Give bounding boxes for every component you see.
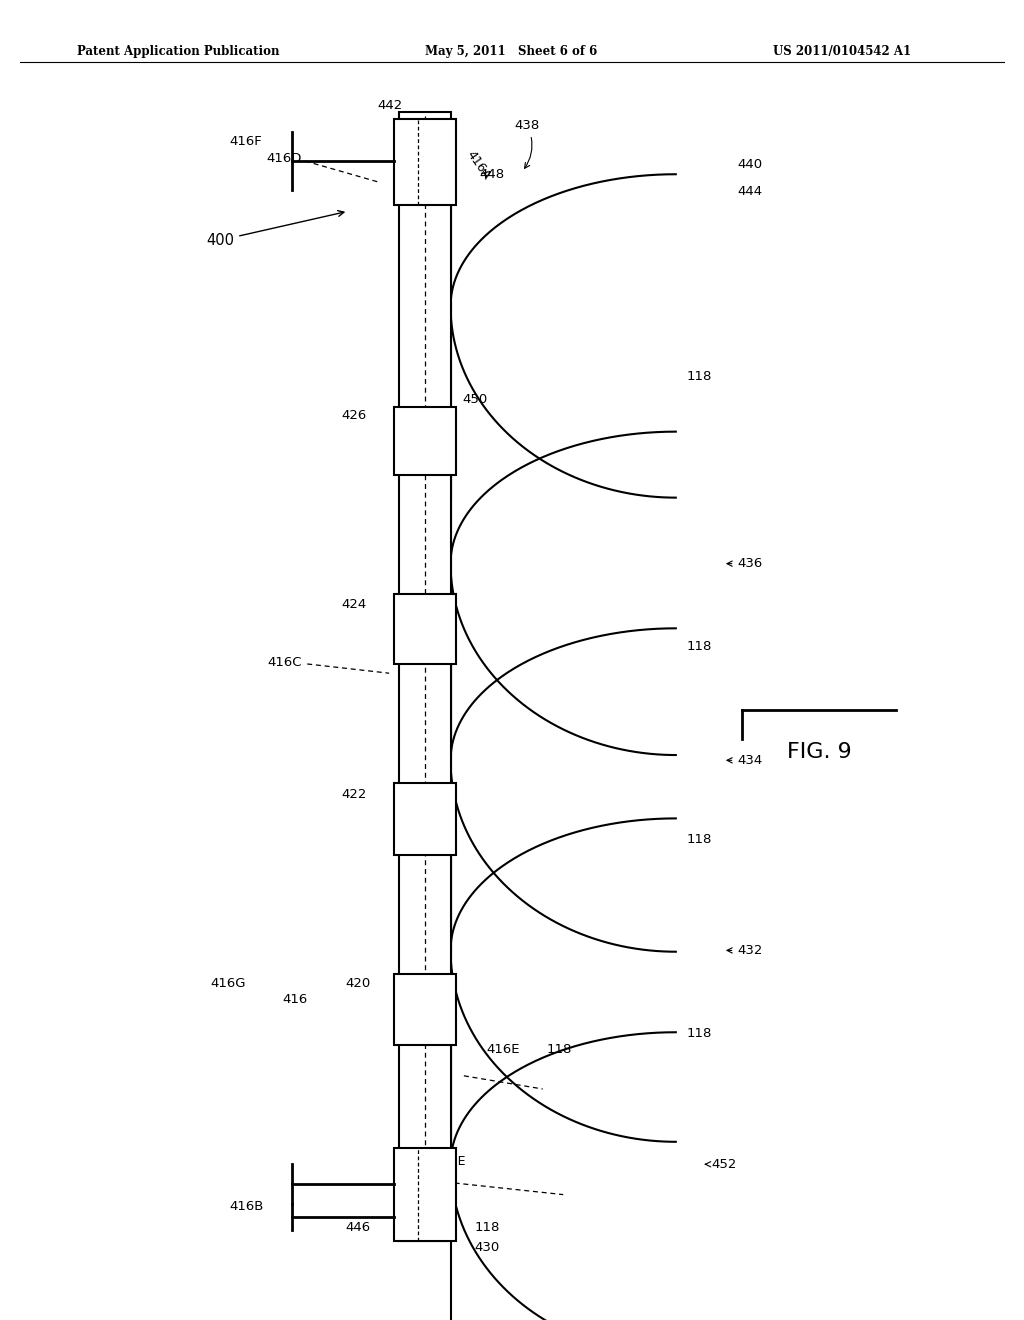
Bar	[394, 1148, 456, 1241]
Bar	[394, 783, 456, 855]
Text: 426: 426	[341, 409, 367, 422]
Text: 422: 422	[341, 788, 367, 801]
Text: 444: 444	[737, 185, 763, 198]
Text: 118: 118	[686, 640, 712, 653]
Bar	[394, 119, 456, 205]
Text: 416F: 416F	[229, 135, 262, 148]
Text: 420: 420	[345, 977, 371, 990]
Text: 416D: 416D	[266, 152, 302, 165]
Text: 416G: 416G	[210, 977, 246, 990]
Text: 118: 118	[547, 1043, 572, 1056]
Text: 416E: 416E	[435, 1155, 466, 1168]
Text: 430: 430	[474, 1241, 500, 1254]
Text: 448: 448	[479, 168, 505, 181]
Text: 118: 118	[474, 1221, 500, 1234]
Text: 424: 424	[341, 598, 367, 611]
Text: FIG. 9: FIG. 9	[786, 742, 852, 763]
Text: 416B: 416B	[229, 1200, 264, 1213]
Text: 400: 400	[206, 211, 344, 248]
Bar	[394, 407, 456, 475]
Text: 432: 432	[727, 944, 763, 957]
Text: 438: 438	[515, 119, 540, 169]
Text: Patent Application Publication: Patent Application Publication	[77, 45, 280, 58]
Text: 442: 442	[377, 99, 402, 112]
Bar	[394, 594, 456, 664]
Text: 446: 446	[345, 1221, 371, 1234]
Text: 416A: 416A	[464, 148, 493, 182]
Text: 436: 436	[727, 557, 763, 570]
Text: 118: 118	[686, 833, 712, 846]
Text: US 2011/0104542 A1: US 2011/0104542 A1	[773, 45, 911, 58]
Text: 452: 452	[706, 1158, 737, 1171]
Text: May 5, 2011   Sheet 6 of 6: May 5, 2011 Sheet 6 of 6	[425, 45, 597, 58]
Text: 118: 118	[686, 370, 712, 383]
Bar	[394, 974, 456, 1045]
Text: 434: 434	[727, 754, 763, 767]
Text: 118: 118	[686, 1027, 712, 1040]
Text: 416: 416	[282, 993, 307, 1006]
Text: 416E: 416E	[486, 1043, 520, 1056]
Text: 450: 450	[463, 393, 488, 407]
Text: 440: 440	[737, 158, 763, 172]
Text: 416C: 416C	[267, 656, 302, 669]
Bar	[399, 112, 451, 1241]
